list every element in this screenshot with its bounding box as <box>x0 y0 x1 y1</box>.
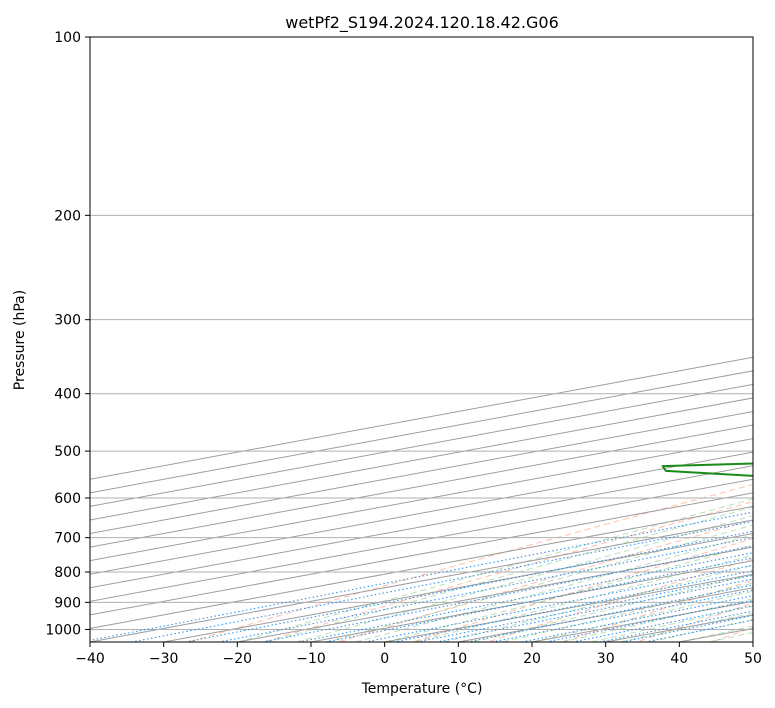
x-tick-label: 20 <box>523 651 541 667</box>
mixing-ratio-line <box>489 589 753 642</box>
moist-adiabat-line <box>531 590 753 642</box>
x-tick-label: 50 <box>744 651 762 667</box>
isotherm-line <box>90 424 753 548</box>
mixing-ratio-line <box>519 595 753 642</box>
x-tick-label: −40 <box>75 651 105 667</box>
isotherm-line <box>90 438 753 562</box>
moist-adiabat-line <box>561 598 753 642</box>
y-tick-label: 400 <box>54 387 81 403</box>
y-tick-label: 500 <box>54 444 81 460</box>
x-axis: −40 −30 −20 −10 0 10 20 30 40 50 <box>75 642 762 667</box>
y-tick-label: 1000 <box>45 622 81 638</box>
x-axis-title: Temperature (°C) <box>361 681 483 697</box>
mixing-ratio-line <box>129 520 753 642</box>
chart-title: wetPf2_S194.2024.120.18.42.G06 <box>285 13 559 33</box>
x-tick-label: 40 <box>670 651 688 667</box>
mixing-ratio-line <box>296 552 753 642</box>
moist-adiabat-line <box>443 564 753 642</box>
isotherm-line <box>90 465 753 589</box>
y-tick-label: 100 <box>54 30 81 46</box>
mixing-ratio-line <box>543 599 753 642</box>
x-tick-label: −30 <box>149 651 179 667</box>
isotherm-line <box>90 519 753 642</box>
y-tick-label: 900 <box>54 595 81 611</box>
moist-adiabat-line <box>355 534 753 642</box>
y-tick-label: 800 <box>54 565 81 581</box>
isotherm-line <box>90 492 753 616</box>
mixing-ratio-line <box>90 511 753 641</box>
y-axis-title: Pressure (hPa) <box>12 290 28 390</box>
plot-frame <box>89 36 754 643</box>
moist-adiabat-line <box>296 515 753 642</box>
x-tick-label: 0 <box>380 651 389 667</box>
moist-adiabat-line <box>325 524 753 642</box>
mixing-ratio-line <box>182 530 753 642</box>
dry-adiabat-line <box>411 538 753 642</box>
isotherm-line <box>163 533 753 642</box>
y-tick-label: 600 <box>54 491 81 507</box>
mixing-ratio-line <box>433 578 753 642</box>
x-tick-label: 10 <box>449 651 467 667</box>
moist-adiabat-line <box>413 554 753 642</box>
x-tick-label: −10 <box>296 651 326 667</box>
y-axis: 100 200 300 400 500 600 700 800 900 1000 <box>45 30 90 638</box>
background-lines <box>90 37 753 642</box>
mixing-ratio-line <box>464 584 753 642</box>
isotherm-line <box>90 505 753 629</box>
dry-adiabat-line <box>336 519 753 642</box>
isotherm-line <box>90 451 753 575</box>
isotherm-line <box>90 478 753 602</box>
y-tick-label: 700 <box>54 531 81 547</box>
x-tick-label: 30 <box>597 651 615 667</box>
x-tick-label: −20 <box>223 651 253 667</box>
y-tick-label: 300 <box>54 313 81 329</box>
y-tick-label: 200 <box>54 208 81 224</box>
